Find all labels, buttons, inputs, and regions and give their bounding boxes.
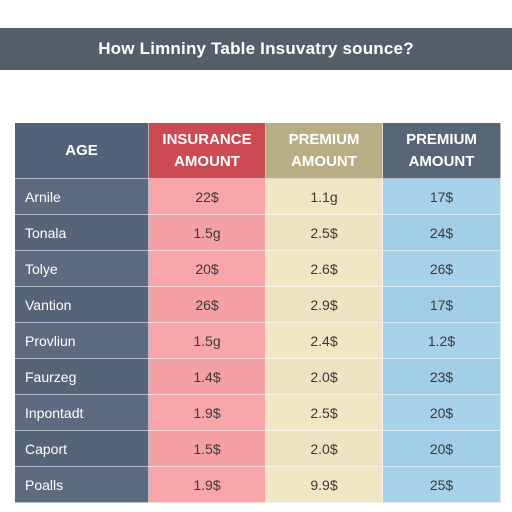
row-label-cell: Caport [14,430,149,467]
value-cell: 1.5g [148,322,266,359]
value-cell: 1.5g [148,214,266,251]
value-cell: 1.9$ [148,466,266,503]
value-cell: 1.4$ [148,358,266,395]
row-label-cell: Poalls [14,466,149,503]
row-label-cell: Vantion [14,286,149,323]
value-cell: 26$ [148,286,266,323]
table-row: Faurzeg 1.4$ 2.0$ 23$ [14,358,501,395]
row-label-cell: Tonala [14,214,149,251]
value-cell: 2.0$ [265,358,383,395]
table-body: Arnile 22$ 1.1g 17$ Tonala 1.5g 2.5$ 24$ Tolye 20… [14,178,501,503]
table-row: Tolye 20$ 2.6$ 26$ [14,250,501,287]
value-cell: 2.0$ [265,430,383,467]
header-insurance-amount: INSURANCE AMOUNT [148,122,266,179]
insurance-table-container: AGE INSURANCE AMOUNT PREMIUM AMOUNT PREM… [14,122,501,503]
value-cell: 20$ [382,430,501,467]
title-banner: How Limniny Table Insuvatry sounce? [0,28,512,70]
header-line2: AMOUNT [291,152,357,170]
value-cell: 1.9$ [148,394,266,431]
row-label-cell: Arnile [14,178,149,215]
table-row: Vantion 26$ 2.9$ 17$ [14,286,501,323]
value-cell: 2.5$ [265,394,383,431]
value-cell: 9.9$ [265,466,383,503]
value-cell: 2.9$ [265,286,383,323]
value-cell: 2.4$ [265,322,383,359]
table-row: Tonala 1.5g 2.5$ 24$ [14,214,501,251]
header-line1: PREMIUM [288,130,360,148]
insurance-table: AGE INSURANCE AMOUNT PREMIUM AMOUNT PREM… [14,122,501,503]
table-row: Inpontadt 1.9$ 2.5$ 20$ [14,394,501,431]
table-header-row: AGE INSURANCE AMOUNT PREMIUM AMOUNT PREM… [14,122,501,179]
table-row: Caport 1.5$ 2.0$ 20$ [14,430,501,467]
row-label-cell: Faurzeg [14,358,149,395]
header-line1: PREMIUM [406,130,477,148]
header-line2: AMOUNT [408,152,475,170]
value-cell: 20$ [382,394,501,431]
header-line1: INSURANCE [162,130,252,148]
table-row: Provliun 1.5g 2.4$ 1.2$ [14,322,501,359]
value-cell: 22$ [148,178,266,215]
table-row: Poalls 1.9$ 9.9$ 25$ [14,466,501,503]
header-premium-amount-1: PREMIUM AMOUNT [265,122,383,179]
value-cell: 1.1g [265,178,383,215]
value-cell: 2.5$ [265,214,383,251]
header-line2: AMOUNT [174,152,240,170]
value-cell: 17$ [382,178,501,215]
value-cell: 17$ [382,286,501,323]
page-title: How Limniny Table Insuvatry sounce? [98,39,414,58]
table-row: Arnile 22$ 1.1g 17$ [14,178,501,215]
value-cell: 24$ [382,214,501,251]
header-age-label: AGE [65,141,98,159]
value-cell: 23$ [382,358,501,395]
header-premium-amount-2: PREMIUM AMOUNT [382,122,501,179]
row-label-cell: Provliun [14,322,149,359]
value-cell: 1.2$ [382,322,501,359]
row-label-cell: Tolye [14,250,149,287]
value-cell: 2.6$ [265,250,383,287]
value-cell: 1.5$ [148,430,266,467]
value-cell: 25$ [382,466,501,503]
row-label-cell: Inpontadt [14,394,149,431]
header-age: AGE [14,122,149,179]
value-cell: 20$ [148,250,266,287]
value-cell: 26$ [382,250,501,287]
